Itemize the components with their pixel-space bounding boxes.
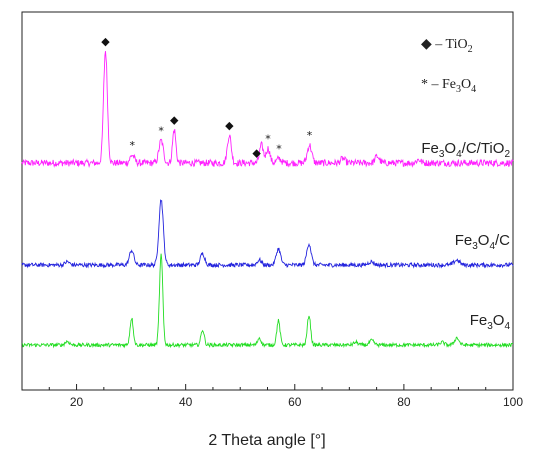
series-label-0: Fe3​O4​/C/TiO2​ xyxy=(421,140,510,160)
label-text: /C xyxy=(495,232,510,249)
series-line-2 xyxy=(21,253,514,349)
label-subscript: 3 xyxy=(439,149,445,160)
peak-marker: * xyxy=(265,132,271,145)
label-text: O xyxy=(444,140,456,157)
legend-entry-0: ◆ – TiO2​ xyxy=(421,37,473,55)
label-text: Fe xyxy=(421,140,439,157)
legend-symbol: * xyxy=(421,77,428,92)
label-subscript: 4 xyxy=(504,321,510,332)
x-tick-label: 100 xyxy=(503,395,523,409)
label-text: O xyxy=(493,312,505,329)
x-tick-label: 60 xyxy=(288,395,302,409)
legend: ◆ – TiO2​ * – Fe3​O4 xyxy=(421,37,476,95)
label-text: O xyxy=(478,232,490,249)
legend-entry-1: * – Fe3​O4 xyxy=(421,77,476,95)
plot-area-frame xyxy=(21,11,514,391)
label-subscript: 4 xyxy=(489,241,495,252)
label-subscript: 3 xyxy=(472,241,478,252)
peak-marker: * xyxy=(129,139,135,152)
peak-marker: * xyxy=(158,125,164,138)
peak-marker-layer: ◆ * * ◆ ◆ ◆ * * * xyxy=(101,35,313,159)
x-tick-label: 80 xyxy=(397,395,411,409)
label-subscript: 2 xyxy=(504,149,510,160)
x-tick-label: 20 xyxy=(70,395,84,409)
series-label-1: Fe3​O4​/C xyxy=(455,232,510,252)
label-text: /C/TiO xyxy=(462,140,505,157)
legend-symbol: ◆ xyxy=(421,37,432,52)
peak-marker: ◆ xyxy=(101,35,110,48)
peak-marker: ◆ xyxy=(252,146,261,159)
x-axis-ticks: 20 40 60 80 100 xyxy=(21,384,523,409)
series-label-2: Fe3​O4​ xyxy=(470,312,511,332)
x-axis-title: 2 Theta angle [°] xyxy=(208,432,325,449)
peak-marker: * xyxy=(276,143,282,156)
series-line-1 xyxy=(21,199,514,269)
series-line-0 xyxy=(21,51,514,168)
peak-marker: ◆ xyxy=(170,113,179,126)
label-subscript: 4 xyxy=(456,149,462,160)
label-text: Fe xyxy=(455,232,473,249)
label-subscript: 3 xyxy=(487,321,493,332)
series-layer xyxy=(21,51,514,349)
peak-marker: ◆ xyxy=(225,119,234,132)
label-text: Fe xyxy=(470,312,488,329)
x-tick-label: 40 xyxy=(179,395,193,409)
peak-marker: * xyxy=(307,129,313,142)
